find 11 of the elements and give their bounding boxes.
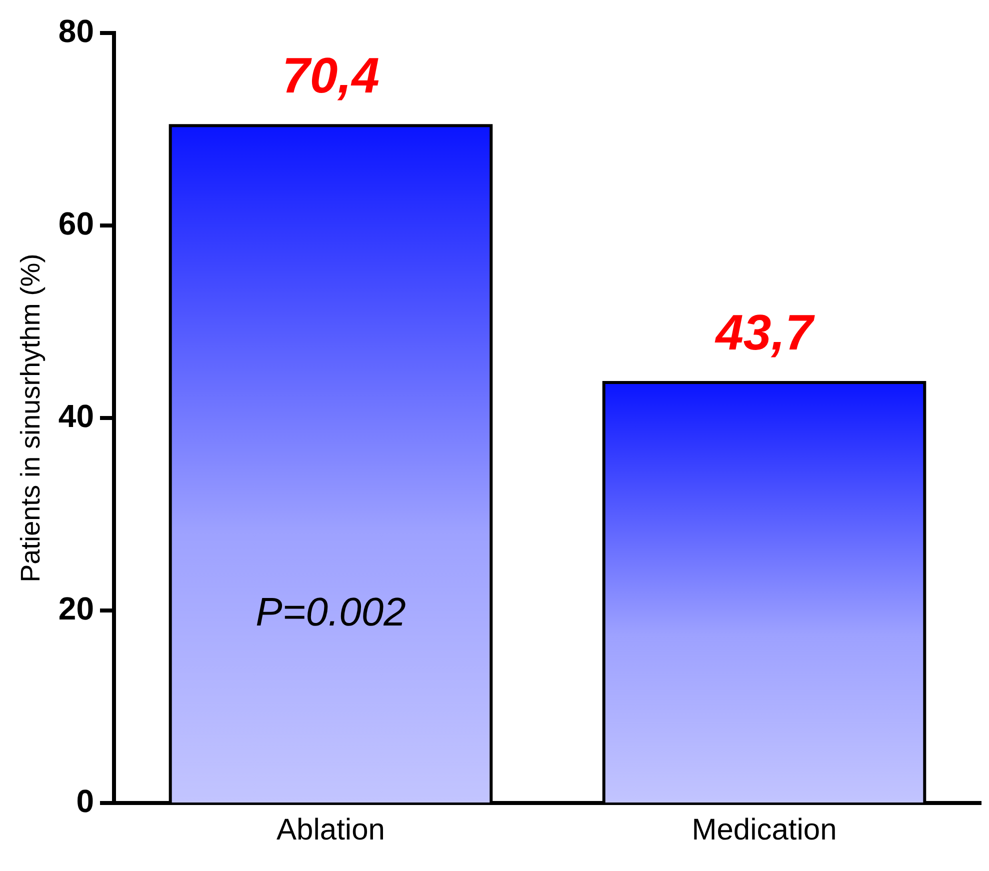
y-axis-title: Patients in sinusrhythm (%) bbox=[16, 254, 46, 582]
x-tick-label: Ablation bbox=[276, 813, 385, 846]
y-tick-label: 80 bbox=[58, 13, 94, 50]
y-tick-label: 60 bbox=[58, 205, 94, 242]
y-tick-label: 0 bbox=[76, 782, 94, 819]
annotation: P=0.002 bbox=[256, 590, 406, 635]
y-tick-label: 20 bbox=[58, 590, 94, 626]
y-tick-label: 40 bbox=[58, 398, 94, 434]
data-label: 43,7 bbox=[714, 304, 816, 360]
x-tick-label: Medication bbox=[692, 813, 837, 846]
data-label: 70,4 bbox=[282, 47, 380, 104]
